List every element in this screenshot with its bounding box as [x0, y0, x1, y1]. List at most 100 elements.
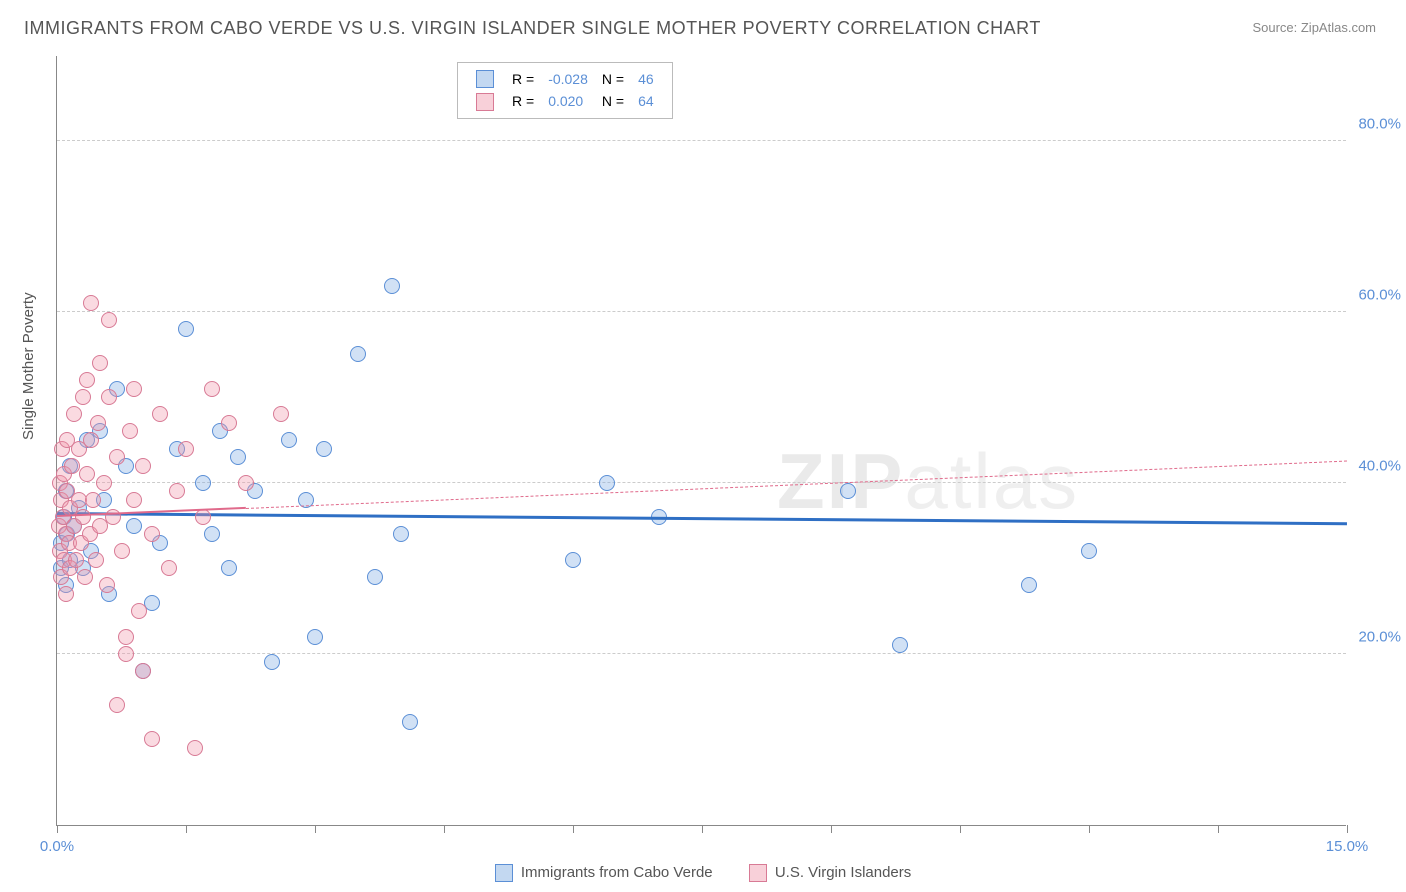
legend-r-value: 0.020 — [542, 91, 594, 111]
data-point — [402, 714, 418, 730]
chart-title: IMMIGRANTS FROM CABO VERDE VS U.S. VIRGI… — [24, 18, 1041, 39]
legend-swatch — [749, 864, 767, 882]
data-point — [316, 441, 332, 457]
x-tick — [1089, 825, 1090, 833]
x-tick — [444, 825, 445, 833]
x-tick — [960, 825, 961, 833]
x-tick-label: 15.0% — [1326, 838, 1369, 855]
x-tick — [57, 825, 58, 833]
legend-swatch — [476, 93, 494, 111]
gridline-h — [57, 311, 1346, 312]
legend-n-label: N = — [596, 91, 630, 111]
data-point — [187, 740, 203, 756]
x-tick — [573, 825, 574, 833]
data-point — [126, 381, 142, 397]
legend-label: U.S. Virgin Islanders — [775, 864, 911, 881]
gridline-h — [57, 140, 1346, 141]
data-point — [221, 560, 237, 576]
data-point — [840, 483, 856, 499]
data-point — [58, 586, 74, 602]
y-axis-label: Single Mother Poverty — [20, 292, 37, 440]
legend-n-value: 64 — [632, 91, 660, 111]
gridline-h — [57, 653, 1346, 654]
legend-n-value: 46 — [632, 69, 660, 89]
legend-item: U.S. Virgin Islanders — [749, 864, 912, 882]
source-label: Source: ZipAtlas.com — [1252, 20, 1376, 35]
x-tick — [186, 825, 187, 833]
data-point — [75, 509, 91, 525]
legend-row: R =-0.028N =46 — [470, 69, 660, 89]
data-point — [92, 355, 108, 371]
legend-item: Immigrants from Cabo Verde — [495, 864, 713, 882]
data-point — [135, 458, 151, 474]
data-point — [204, 381, 220, 397]
legend-swatch — [495, 864, 513, 882]
data-point — [221, 415, 237, 431]
data-point — [393, 526, 409, 542]
data-point — [178, 441, 194, 457]
x-tick — [702, 825, 703, 833]
x-tick — [1218, 825, 1219, 833]
data-point — [204, 526, 220, 542]
data-point — [178, 321, 194, 337]
plot-area: ZIPatlas R =-0.028N =46R =0.020N =64 20.… — [56, 56, 1346, 826]
data-point — [238, 475, 254, 491]
data-point — [118, 646, 134, 662]
legend-r-label: R = — [506, 91, 540, 111]
data-point — [350, 346, 366, 362]
data-point — [1081, 543, 1097, 559]
data-point — [71, 492, 87, 508]
data-point — [109, 697, 125, 713]
data-point — [273, 406, 289, 422]
data-point — [264, 654, 280, 670]
data-point — [144, 731, 160, 747]
data-point — [75, 389, 91, 405]
data-point — [599, 475, 615, 491]
data-point — [114, 543, 130, 559]
data-point — [90, 415, 106, 431]
data-point — [83, 432, 99, 448]
trend-line — [57, 512, 1347, 525]
x-tick — [315, 825, 316, 833]
data-point — [109, 449, 125, 465]
data-point — [99, 577, 115, 593]
data-point — [144, 526, 160, 542]
legend-swatch — [476, 70, 494, 88]
y-tick-label: 60.0% — [1358, 286, 1401, 303]
data-point — [68, 552, 84, 568]
x-tick — [1347, 825, 1348, 833]
data-point — [152, 406, 168, 422]
y-tick-label: 80.0% — [1358, 115, 1401, 132]
data-point — [195, 509, 211, 525]
data-point — [384, 278, 400, 294]
legend-label: Immigrants from Cabo Verde — [521, 864, 713, 881]
data-point — [169, 483, 185, 499]
legend-r-value: -0.028 — [542, 69, 594, 89]
data-point — [892, 637, 908, 653]
data-point — [565, 552, 581, 568]
chart-container: IMMIGRANTS FROM CABO VERDE VS U.S. VIRGI… — [0, 0, 1406, 892]
data-point — [126, 518, 142, 534]
data-point — [118, 629, 134, 645]
data-point — [1021, 577, 1037, 593]
x-tick-label: 0.0% — [40, 838, 74, 855]
data-point — [83, 295, 99, 311]
data-point — [101, 312, 117, 328]
data-point — [88, 552, 104, 568]
data-point — [195, 475, 211, 491]
legend-n-label: N = — [596, 69, 630, 89]
data-point — [77, 569, 93, 585]
x-tick — [831, 825, 832, 833]
data-point — [135, 663, 151, 679]
data-point — [64, 458, 80, 474]
y-tick-label: 40.0% — [1358, 457, 1401, 474]
data-point — [85, 492, 101, 508]
data-point — [96, 475, 112, 491]
data-point — [367, 569, 383, 585]
data-point — [307, 629, 323, 645]
legend-row: R =0.020N =64 — [470, 91, 660, 111]
data-point — [126, 492, 142, 508]
legend-correlation: R =-0.028N =46R =0.020N =64 — [457, 62, 673, 119]
data-point — [281, 432, 297, 448]
data-point — [101, 389, 117, 405]
